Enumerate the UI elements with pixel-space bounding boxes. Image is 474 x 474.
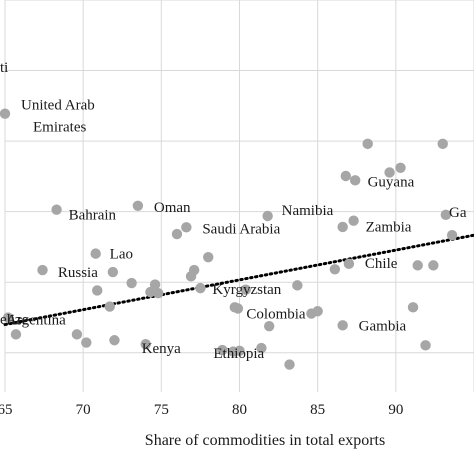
data-point [132,200,144,211]
data-point [428,260,439,271]
data-point [51,204,62,215]
point-labels: United Arab Emirates Bahrain Oman Lao Saudi A… [6,98,414,362]
data-point [284,359,295,370]
point-label: Saudi Arabia [202,221,280,237]
data-point [440,209,452,221]
data-point [92,285,103,296]
data-point [240,284,251,295]
data-point [181,222,192,233]
x-tick-label: 70 [76,402,91,418]
point-label: Colombia [246,307,306,323]
gridlines [4,0,474,392]
data-point [362,138,373,150]
data-point [395,162,406,173]
x-axis-title: Share of commodities in total exports [145,432,385,449]
data-point [145,286,156,298]
data-point [185,271,197,282]
x-tick-label: 90 [388,402,403,418]
data-point [203,251,214,263]
data-point [232,303,244,314]
x-tick-label: 75 [154,402,169,418]
data-point [264,320,275,332]
data-point [437,138,448,150]
x-tick-labels: 65 70 75 80 85 90 [0,402,403,418]
data-point [337,221,348,233]
data-point [256,342,267,354]
point-label: Ethiopia [213,346,264,362]
point-label: Gambia [359,318,407,334]
data-point [109,335,120,346]
data-point [140,338,151,350]
data-point [412,260,423,271]
data-point [10,329,22,340]
data-point [349,175,361,186]
data-point [340,170,352,182]
data-point [2,312,14,323]
point-label: Oman [154,200,191,216]
data-point [171,228,183,240]
truncated-label: Ga [449,205,467,221]
truncated-label: ti [0,60,8,76]
data-point [337,320,348,331]
point-label: United Arab Emirates [21,98,95,136]
data-point [195,282,206,294]
data-point [384,167,395,178]
data-point [71,329,83,340]
point-label: Bahrain [69,208,117,224]
x-tick-label: 80 [232,402,247,418]
point-label: Chile [365,256,398,272]
data-point [126,277,137,289]
data-points [0,108,458,370]
data-point [81,337,92,348]
data-point [420,340,431,351]
point-label: Namibia [282,203,334,219]
truncated-label: elize [0,312,29,328]
data-point [292,280,303,291]
data-point [446,230,458,241]
data-point [104,301,115,312]
x-tick-label: 85 [310,402,325,418]
data-point [407,302,419,313]
point-label: Argentina [6,313,66,329]
point-label: Russia [58,265,98,281]
data-point [0,108,11,119]
data-point [343,258,355,270]
data-point [234,345,245,357]
data-point [107,266,119,278]
trendline [3,233,474,327]
data-point [348,215,359,226]
data-point [37,264,48,276]
data-point [149,279,161,290]
point-label: Lao [110,247,133,263]
point-label: Guyana [368,174,415,190]
point-label: Zambia [366,220,412,236]
data-point [312,306,323,317]
data-point [90,248,101,259]
trendline-group [3,233,474,327]
data-point [217,344,228,356]
x-tick-label: 65 [0,402,13,418]
truncated-labels: ti Ga elize [0,60,467,328]
point-label: Kenya [142,341,181,357]
data-point [153,288,164,299]
point-label: Kyrgyzstan [212,282,281,298]
data-point [262,210,273,222]
data-point [329,264,341,275]
